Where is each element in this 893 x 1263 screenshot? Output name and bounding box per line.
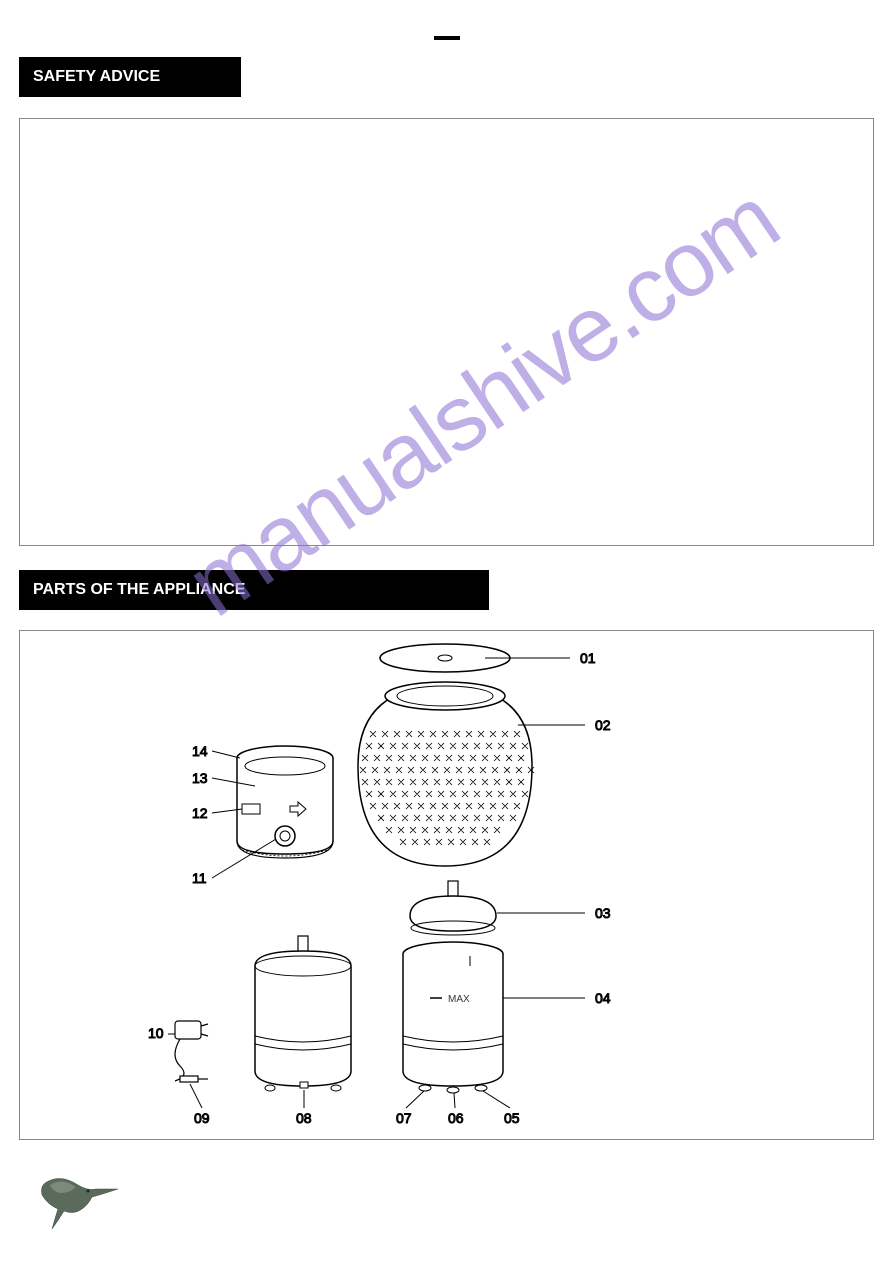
callouts: 01 02 03 04 05 06 07 08 09 10: [148, 650, 611, 1126]
top-mark: [434, 36, 460, 40]
svg-text:03: 03: [595, 905, 611, 921]
svg-text:07: 07: [396, 1110, 412, 1126]
section-title-safety: SAFETY ADVICE: [33, 68, 160, 86]
svg-text:02: 02: [595, 717, 611, 733]
section-title-parts: PARTS OF THE APPLIANCE: [33, 581, 245, 599]
safety-panel: [19, 118, 874, 546]
water-tank: MAX: [403, 942, 503, 1093]
svg-text:11: 11: [192, 870, 207, 886]
section-header-safety: SAFETY ADVICE: [19, 57, 241, 97]
svg-text:01: 01: [580, 650, 596, 666]
svg-text:04: 04: [595, 990, 611, 1006]
section-header-parts: PARTS OF THE APPLIANCE: [19, 570, 489, 610]
svg-text:09: 09: [194, 1110, 210, 1126]
svg-text:14: 14: [192, 743, 208, 759]
hummingbird-icon: [30, 1165, 120, 1235]
exploded-diagram: MAX: [90, 636, 610, 1136]
svg-text:08: 08: [296, 1110, 312, 1126]
parts-panel: MAX: [19, 630, 874, 1140]
inner-lid: [410, 881, 496, 935]
svg-text:06: 06: [448, 1110, 464, 1126]
svg-text:05: 05: [504, 1110, 520, 1126]
max-label: MAX: [448, 994, 470, 1005]
svg-text:13: 13: [192, 770, 208, 786]
globe-cover: [358, 682, 534, 866]
assembled-body: [255, 936, 351, 1091]
svg-text:10: 10: [148, 1025, 164, 1041]
inner-base: [237, 746, 333, 858]
power-adapter: [175, 1021, 208, 1082]
svg-text:12: 12: [192, 805, 208, 821]
